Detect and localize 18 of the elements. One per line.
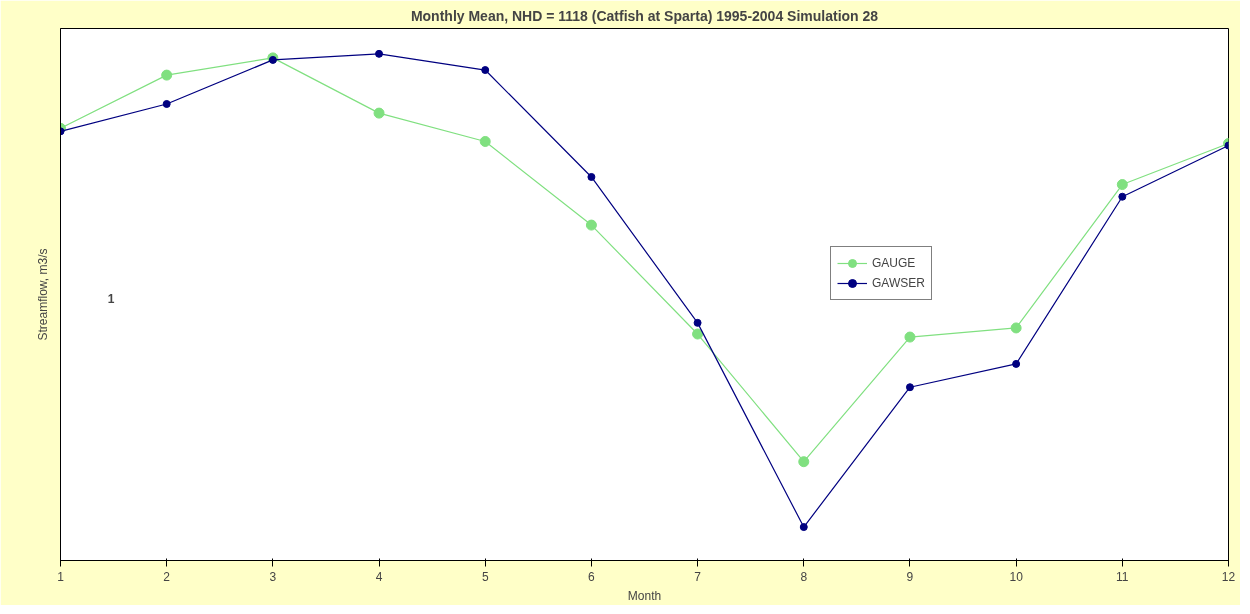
x-tick-label: 3: [269, 569, 277, 584]
x-tick-label: 5: [481, 569, 489, 584]
legend-label: GAUGE: [872, 256, 916, 270]
x-tick-label: 6: [588, 569, 596, 584]
x-tick-label: 10: [1009, 569, 1024, 584]
x-tick-label: 2: [163, 569, 171, 584]
annotation: 1: [107, 292, 115, 306]
chart-title: Monthly Mean, NHD = 1118 (Catfish at Sparta) 1995-2004 Simulation 28: [410, 7, 879, 24]
x-tick-label: 7: [694, 569, 702, 584]
x-tick-label: 12: [1221, 569, 1236, 584]
x-tick-label: 11: [1116, 569, 1129, 584]
legend-label: GAWSER: [872, 276, 925, 290]
y-axis-title: Streamflow, m3/s: [35, 248, 50, 341]
x-tick-label: 1: [57, 569, 65, 584]
x-tick-label: 4: [375, 569, 383, 584]
x-tick-label: 8: [800, 569, 808, 584]
x-tick-label: 9: [906, 569, 914, 584]
x-axis-title: Month: [627, 588, 662, 603]
